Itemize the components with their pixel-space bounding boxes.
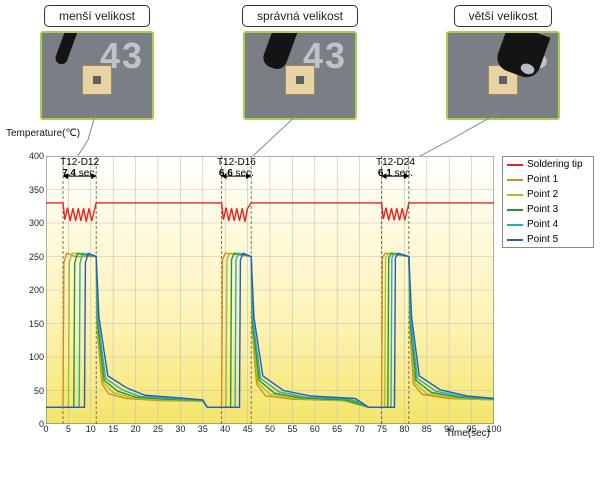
photo-small-image xyxy=(40,31,154,120)
tip-annotation: T12-D246.1 sec. xyxy=(365,157,425,179)
photo-mid: správná velikost xyxy=(242,5,358,120)
photo-mid-image xyxy=(243,31,357,120)
legend-item: Point 1 xyxy=(503,172,593,187)
tip-annotation: T12-D166.6 sec. xyxy=(206,157,266,179)
y-axis-ticks: 050100150200250300350400 xyxy=(22,156,44,424)
legend-item: Point 4 xyxy=(503,217,593,232)
photo-small-label: menší velikost xyxy=(44,5,150,27)
legend: Soldering tipPoint 1Point 2Point 3Point … xyxy=(502,156,594,248)
photo-big-label: větší velikost xyxy=(454,5,553,27)
x-axis-title: Time(sec) xyxy=(46,428,494,439)
photo-row: menší velikost správná velikost větší ve… xyxy=(40,5,560,120)
tip-annotation: T12-D127.4 sec. xyxy=(50,157,110,179)
photo-small: menší velikost xyxy=(40,5,154,120)
legend-item: Point 5 xyxy=(503,232,593,247)
photo-big: větší velikost xyxy=(446,5,560,120)
y-axis-title: Temperature(℃) xyxy=(6,128,80,139)
legend-item: Point 3 xyxy=(503,202,593,217)
photo-mid-label: správná velikost xyxy=(242,5,358,27)
chart-plot xyxy=(46,156,494,424)
legend-item: Soldering tip xyxy=(503,157,593,172)
photo-big-image xyxy=(446,31,560,120)
legend-item: Point 2 xyxy=(503,187,593,202)
